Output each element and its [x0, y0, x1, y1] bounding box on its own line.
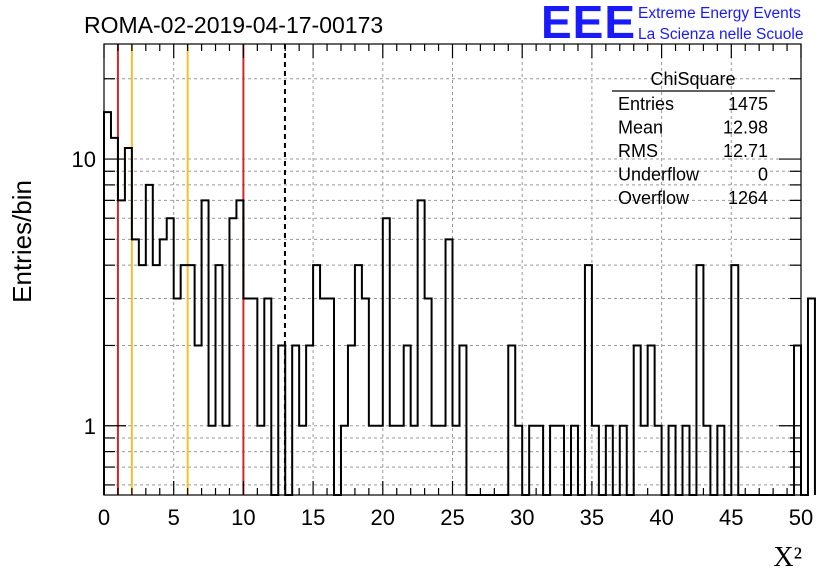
stats-label: Entries — [618, 94, 674, 114]
stats-box: ChiSquare Entries 1475 Mean 12.98 RMS 12.71 Un… — [612, 69, 775, 208]
x-tick-label: 40 — [649, 505, 673, 530]
y-tick-label: 1 — [84, 414, 96, 439]
stats-value: 0 — [758, 165, 768, 185]
y-tick-label: 10 — [72, 147, 96, 172]
stats-label: Underflow — [618, 165, 700, 185]
stats-rows: Entries 1475 Mean 12.98 RMS 12.71 Underflow 0 Ov… — [618, 94, 768, 208]
x-tick-labels: 0 5 10 15 20 25 30 35 40 45 50 — [98, 505, 813, 530]
stats-label: Mean — [618, 118, 663, 138]
stats-value: 1264 — [728, 188, 768, 208]
logo-eee-text: EEE — [541, 0, 636, 48]
logo-line-2: La Scienza nelle Scuole — [638, 26, 803, 43]
logo-line-1: Extreme Energy Events — [638, 5, 801, 22]
histogram-outline — [103, 111, 816, 496]
x-tick-label: 15 — [301, 505, 325, 530]
x-tick-label: 45 — [719, 505, 743, 530]
stats-title: ChiSquare — [650, 69, 735, 89]
x-tick-label: 20 — [371, 505, 395, 530]
chart-title: ROMA-02-2019-04-17-00173 — [84, 12, 383, 38]
x-tick-label: 30 — [510, 505, 534, 530]
stats-label: RMS — [618, 141, 658, 161]
x-tick-label: 50 — [789, 505, 813, 530]
x-tick-label: 25 — [440, 505, 464, 530]
stats-value: 12.98 — [723, 118, 768, 138]
stats-label: Overflow — [618, 188, 690, 208]
x-tick-label: 35 — [580, 505, 604, 530]
eee-logo: EEE Extreme Energy Events La Scienza nel… — [541, 0, 803, 48]
stats-value: 1475 — [728, 94, 768, 114]
y-axis-label: Entries/bin — [7, 180, 37, 303]
x-tick-label: 5 — [168, 505, 180, 530]
x-axis-label: X² — [773, 542, 802, 572]
y-tick-labels: 1 10 — [72, 147, 96, 439]
x-tick-label: 10 — [231, 505, 255, 530]
x-tick-label: 0 — [98, 505, 110, 530]
stats-value: 12.71 — [723, 141, 768, 161]
axis-ticks — [103, 44, 802, 495]
